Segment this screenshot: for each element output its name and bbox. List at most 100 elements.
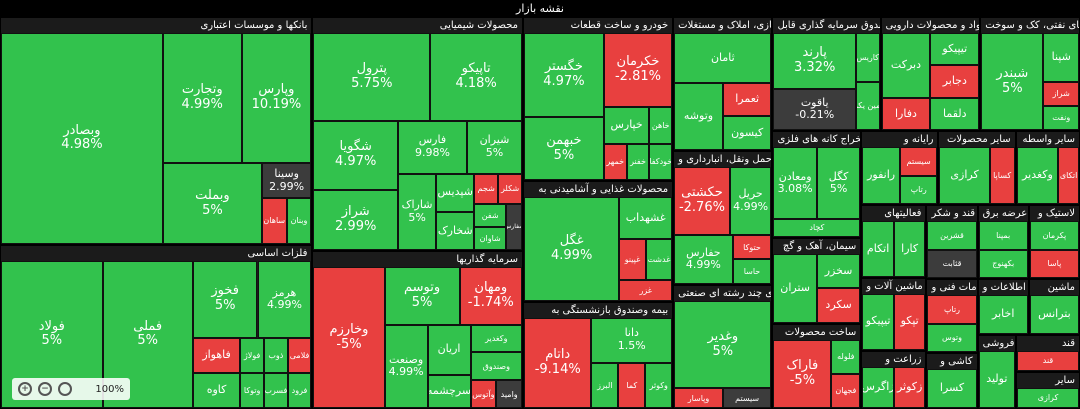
stock-tile[interactable]: فلامی bbox=[287, 337, 312, 373]
stock-tile[interactable]: رتاپ bbox=[899, 175, 938, 204]
stock-tile[interactable]: شراز 2.99% bbox=[313, 189, 398, 251]
stock-tile[interactable]: شجم bbox=[474, 173, 499, 205]
stock-tile[interactable]: وسینا 2.99% bbox=[261, 163, 312, 198]
stock-tile[interactable]: زاگرس bbox=[862, 366, 894, 408]
stock-tile[interactable]: وکغدیر bbox=[1016, 147, 1059, 204]
stock-tile[interactable]: سیستم bbox=[722, 388, 772, 408]
stock-tile[interactable]: قند bbox=[1017, 350, 1079, 371]
stock-tile[interactable]: وتوسم 5% bbox=[384, 267, 460, 325]
stock-tile[interactable]: پترول 5.75% bbox=[313, 33, 431, 121]
stock-tile[interactable]: خکرمان -2.81% bbox=[603, 33, 673, 107]
stock-tile[interactable]: سرچشمه bbox=[427, 374, 471, 408]
stock-tile[interactable]: وتجارت 4.99% bbox=[162, 33, 242, 164]
stock-tile[interactable]: شگویا 4.97% bbox=[313, 120, 398, 190]
stock-tile[interactable]: غشهداب bbox=[619, 197, 673, 239]
stock-tile[interactable]: داتام -9.14% bbox=[524, 317, 592, 408]
stock-tile[interactable]: وتوس bbox=[927, 323, 977, 353]
stock-tile[interactable]: کرازی bbox=[1017, 387, 1079, 408]
stock-tile[interactable]: اریان bbox=[427, 324, 471, 375]
stock-tile[interactable]: ونفت bbox=[1043, 105, 1079, 131]
stock-tile[interactable]: ساهان bbox=[261, 197, 287, 244]
stock-tile[interactable]: وکغدیر bbox=[470, 324, 523, 353]
stock-tile[interactable]: پاسا bbox=[1029, 249, 1079, 279]
stock-tile[interactable]: ستران bbox=[773, 254, 817, 323]
stock-tile[interactable]: دفارا bbox=[881, 97, 931, 131]
stock-tile[interactable]: حتوکا bbox=[732, 235, 772, 260]
stock-tile[interactable]: کاوه bbox=[192, 372, 241, 408]
stock-tile[interactable]: شاوان bbox=[474, 227, 507, 251]
stock-tile[interactable]: اتکای bbox=[1058, 147, 1079, 204]
stock-tile[interactable]: خمهر bbox=[603, 143, 627, 181]
stock-tile[interactable]: وغدیر 5% bbox=[674, 300, 772, 389]
stock-tile[interactable]: قثابت bbox=[927, 249, 977, 279]
stock-tile[interactable]: خبهمن 5% bbox=[524, 117, 604, 181]
stock-tile[interactable]: وپارس 10.19% bbox=[241, 33, 312, 164]
stock-tile[interactable]: فخوز 5% bbox=[192, 260, 258, 338]
stock-tile[interactable]: فسرب bbox=[263, 372, 288, 408]
stock-tile[interactable]: فولاژ bbox=[240, 337, 264, 373]
stock-tile[interactable]: وبصادر 4.98% bbox=[1, 33, 163, 244]
stock-tile[interactable]: دجابر bbox=[930, 65, 980, 98]
stock-tile[interactable]: کساپا bbox=[989, 147, 1015, 204]
stock-tile[interactable]: سیستم bbox=[899, 147, 938, 176]
stock-tile[interactable]: وپاسار bbox=[674, 388, 723, 408]
stock-tile[interactable]: کسرا bbox=[927, 369, 977, 408]
stock-tile[interactable]: تیپیکو bbox=[862, 293, 894, 350]
stock-tile[interactable]: ومهان -1.74% bbox=[459, 267, 523, 325]
stock-tile[interactable]: کیسون bbox=[722, 116, 772, 150]
stock-tile[interactable]: زکوثر bbox=[893, 366, 926, 408]
stock-tile[interactable]: ومعادن 3.08% bbox=[773, 147, 817, 220]
stock-tile[interactable]: پکرمان bbox=[1029, 220, 1079, 250]
stock-tile[interactable]: تولید bbox=[978, 350, 1015, 408]
stock-tile[interactable]: فارس 9.98% bbox=[397, 120, 467, 174]
stock-tile[interactable]: تاپیکو 4.18% bbox=[430, 33, 523, 121]
stock-tile[interactable]: کما bbox=[618, 362, 646, 408]
stock-tile[interactable]: تیپیکو bbox=[930, 33, 980, 66]
stock-tile[interactable]: سکرد bbox=[816, 288, 861, 323]
stock-tile[interactable]: غزر bbox=[619, 279, 673, 301]
stock-tile[interactable]: رانفور bbox=[862, 147, 900, 204]
stock-tile[interactable]: وصندوق bbox=[470, 352, 523, 381]
stock-tile[interactable]: خفنر bbox=[626, 143, 650, 181]
stock-tile[interactable]: خپارس bbox=[603, 106, 650, 144]
stock-tile[interactable]: حفارس 4.99% bbox=[674, 235, 733, 284]
stock-tile[interactable]: شکلر bbox=[498, 173, 523, 205]
stock-tile[interactable]: بمپنا bbox=[978, 220, 1028, 250]
stock-tile[interactable]: سخزر bbox=[816, 254, 861, 289]
stock-tile[interactable]: وبملت 5% bbox=[162, 163, 262, 244]
stock-tile[interactable]: حکشتی -2.76% bbox=[674, 166, 730, 235]
stock-tile[interactable]: کارا bbox=[893, 220, 926, 277]
stock-tile[interactable]: شراز bbox=[1043, 81, 1079, 106]
stock-tile[interactable]: شفارس bbox=[506, 204, 523, 251]
stock-tile[interactable]: شاراک 5% bbox=[397, 173, 437, 251]
stock-tile[interactable]: رتاپ bbox=[927, 295, 977, 324]
stock-tile[interactable]: شیران 5% bbox=[466, 120, 523, 174]
stock-tile[interactable]: شپنا bbox=[1043, 33, 1079, 82]
stock-tile[interactable]: دبرکت bbox=[881, 33, 931, 98]
stock-tile[interactable]: وخارزم -5% bbox=[313, 267, 385, 408]
stock-tile[interactable]: شفن bbox=[474, 204, 507, 228]
stock-tile[interactable]: وکوثر bbox=[645, 362, 673, 408]
stock-tile[interactable]: خاهن bbox=[649, 106, 673, 144]
stock-tile[interactable]: وتوکا bbox=[240, 372, 264, 408]
stock-tile[interactable]: وآتوس bbox=[470, 380, 497, 408]
stock-tile[interactable]: ثامان bbox=[674, 33, 772, 84]
stock-tile[interactable]: اتکام bbox=[862, 220, 894, 277]
zoom-out-icon[interactable]: − bbox=[38, 382, 52, 396]
stock-tile[interactable]: وصنعت 4.99% bbox=[384, 324, 428, 408]
stock-tile[interactable]: کچاد bbox=[773, 219, 861, 238]
stock-tile[interactable]: خگستر 4.97% bbox=[524, 33, 604, 118]
stock-tile[interactable]: پارند 3.32% bbox=[773, 33, 856, 89]
stock-tile[interactable]: کرازی bbox=[939, 147, 990, 204]
stock-tile[interactable]: بترانس bbox=[1029, 295, 1079, 334]
stock-tile[interactable]: فاهواز bbox=[192, 337, 241, 373]
stock-tile[interactable]: غگل 4.99% bbox=[524, 197, 620, 301]
stock-tile[interactable]: غپینو bbox=[619, 238, 646, 280]
stock-tile[interactable]: دلقما bbox=[930, 97, 980, 131]
stock-tile[interactable]: ثعمرا bbox=[722, 83, 772, 117]
stock-tile[interactable]: قشرین bbox=[927, 220, 977, 250]
stock-tile[interactable]: کاریس bbox=[855, 33, 880, 82]
stock-tile[interactable]: بکهنوج bbox=[978, 249, 1028, 279]
stock-tile[interactable]: وتوشه bbox=[674, 83, 723, 150]
stock-tile[interactable]: وبنان bbox=[286, 197, 312, 244]
